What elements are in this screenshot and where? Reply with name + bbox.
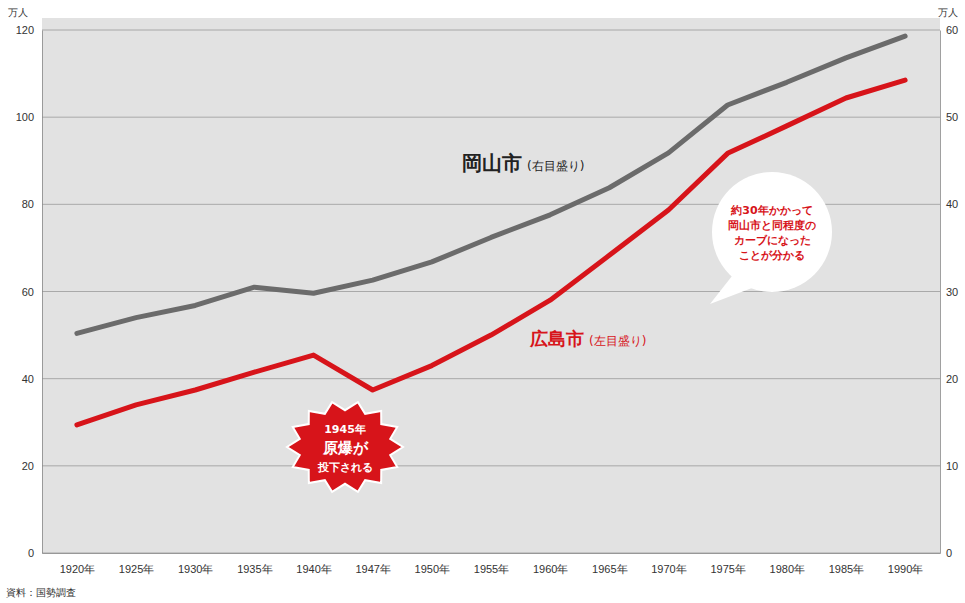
x-tick-label: 1965年 <box>592 563 627 575</box>
plot-background <box>42 18 940 553</box>
y-tick: 20 <box>22 460 42 472</box>
series-note: (右目盛り) <box>527 159 584 173</box>
lines <box>77 36 905 425</box>
x-tick: 1965年 <box>592 553 627 575</box>
y-tick-label: 50 <box>946 111 958 123</box>
series-line <box>77 80 905 425</box>
grid-line <box>42 291 940 292</box>
y-tick-label: 40 <box>946 198 958 210</box>
y-tick: 10 <box>940 460 958 472</box>
x-tick-label: 1950年 <box>415 563 450 575</box>
annotation-burst <box>287 402 403 492</box>
x-tick-label: 1985年 <box>829 563 864 575</box>
y-tick: 40 <box>22 373 42 385</box>
y-tick: 50 <box>940 111 958 123</box>
y-tick: 0 <box>28 547 42 559</box>
x-tick: 1930年 <box>178 553 213 575</box>
annotation-text: ことが分かる <box>739 249 805 262</box>
grid-line <box>42 465 940 466</box>
grid-line <box>42 378 940 379</box>
y2-unit: 万人 <box>938 7 958 18</box>
x-tick-label: 1920年 <box>60 563 95 575</box>
series-line <box>77 36 905 333</box>
source: 資料：国勢調査 <box>6 587 76 598</box>
axis-line <box>43 553 941 554</box>
grid <box>42 30 940 553</box>
y-tick-label: 0 <box>946 547 952 559</box>
x-axis: 1920年 1925年 1930年 1935年 1940年 1947年 1950年 1955年… <box>43 553 941 575</box>
y-tick: 100 <box>16 111 42 123</box>
y-tick-label: 0 <box>28 547 34 559</box>
x-tick-label: 1955年 <box>474 563 509 575</box>
x-tick: 1990年 <box>888 553 923 575</box>
y-tick-label: 120 <box>16 24 34 36</box>
axis-line <box>940 31 941 554</box>
chart: 02040608010012001020304050601920年1925年19… <box>0 0 965 603</box>
grid-line <box>42 553 940 554</box>
x-tick-label: 1980年 <box>770 563 805 575</box>
series-label: 岡山市 (右目盛り) <box>462 151 584 175</box>
x-tick: 1940年 <box>296 553 331 575</box>
x-tick-label: 1925年 <box>119 563 154 575</box>
y-axis: 0 20 40 60 80 100 120 <box>16 24 43 559</box>
series-note: (左目盛り) <box>589 334 646 348</box>
y-tick: 60 <box>22 286 42 298</box>
x-tick: 1960年 <box>533 553 568 575</box>
annotation-text: 約30年かかって <box>730 204 812 217</box>
annotation-bubble <box>712 172 832 292</box>
x-tick: 1955年 <box>474 553 509 575</box>
y-tick: 0 <box>940 547 952 559</box>
annotation-text: 1945年 <box>324 423 366 436</box>
x-tick: 1985年 <box>829 553 864 575</box>
y-tick: 80 <box>22 198 42 210</box>
series-label: 広島市 (左目盛り) <box>529 328 646 349</box>
y-unit: 万人 <box>8 7 28 18</box>
y-tick: 120 <box>16 24 42 36</box>
series-name: 広島市 <box>529 328 584 349</box>
x-tick-label: 1930年 <box>178 563 213 575</box>
x-tick-label: 1940年 <box>296 563 331 575</box>
y-tick: 40 <box>940 198 958 210</box>
y-tick: 60 <box>940 24 958 36</box>
x-tick-label: 1947年 <box>355 563 390 575</box>
x-tick-label: 1960年 <box>533 563 568 575</box>
y-tick-label: 60 <box>946 24 958 36</box>
axis-line <box>42 31 43 554</box>
x-tick: 1920年 <box>60 553 95 575</box>
grid-line <box>42 30 940 31</box>
y-tick: 30 <box>940 286 958 298</box>
x-tick-label: 1990年 <box>888 563 923 575</box>
y-tick-label: 30 <box>946 286 958 298</box>
y-tick-label: 20 <box>946 373 958 385</box>
annotation-text: 原爆が <box>322 439 369 457</box>
x-tick: 1970年 <box>651 553 686 575</box>
annotation-text: 岡山市と同程度の <box>728 219 816 232</box>
x-tick: 1950年 <box>415 553 450 575</box>
x-tick-label: 1970年 <box>651 563 686 575</box>
y-tick: 20 <box>940 373 958 385</box>
x-tick: 1935年 <box>237 553 272 575</box>
x-tick: 1975年 <box>710 553 745 575</box>
y-tick-label: 40 <box>22 373 34 385</box>
y-tick-label: 10 <box>946 460 958 472</box>
y2-axis: 0 10 20 30 40 50 60 <box>940 24 958 559</box>
x-tick: 1925年 <box>119 553 154 575</box>
x-tick: 1947年 <box>355 553 390 575</box>
y-tick-label: 60 <box>22 286 34 298</box>
series-name: 岡山市 <box>462 151 522 175</box>
annotation-text: カーブになった <box>734 234 811 247</box>
x-tick-label: 1975年 <box>710 563 745 575</box>
y-tick-label: 100 <box>16 111 34 123</box>
x-tick-label: 1935年 <box>237 563 272 575</box>
y-tick-label: 80 <box>22 198 34 210</box>
annotation-text: 投下される <box>317 461 373 474</box>
y-tick-label: 20 <box>22 460 34 472</box>
x-tick: 1980年 <box>770 553 805 575</box>
